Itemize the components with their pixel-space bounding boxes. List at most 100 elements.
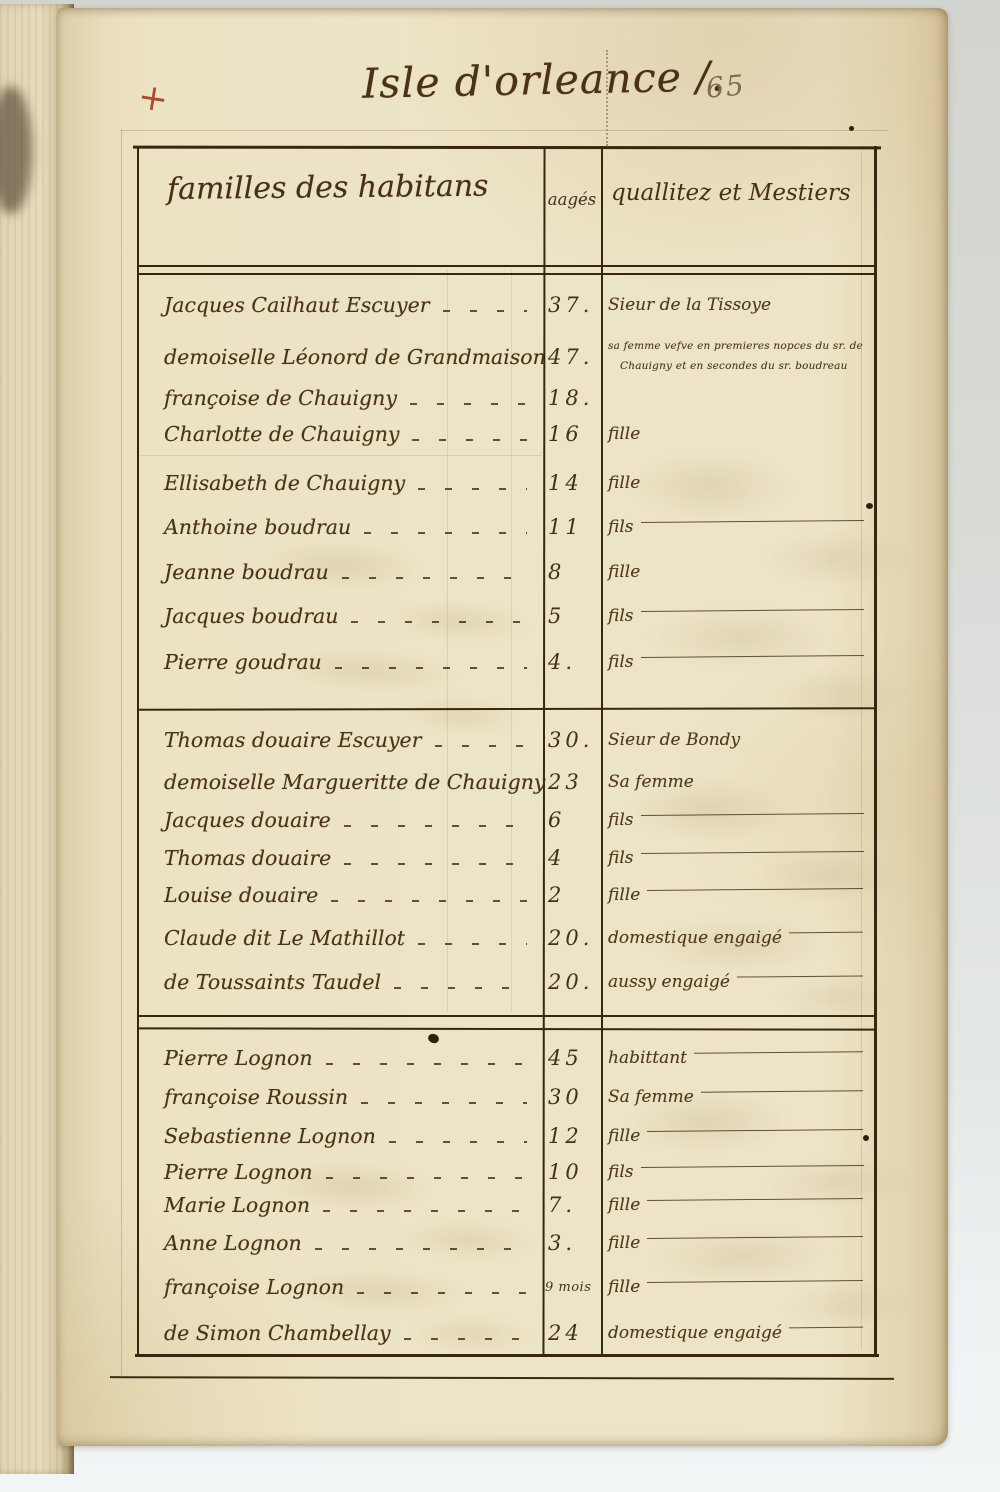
person-quality: fils — [608, 517, 634, 537]
table-row: demoiselle Léonord de Grandmaison 47. sa… — [137, 335, 877, 379]
ink-spot — [863, 1135, 869, 1141]
table-row: Anthoine boudrau 11 fils — [137, 505, 877, 549]
person-quality: fils — [608, 810, 634, 830]
person-quality: fils — [608, 848, 634, 868]
header-rule-line — [137, 265, 877, 267]
person-name: de Toussaints Taudel — [164, 970, 382, 994]
table-border-bottom — [135, 1354, 879, 1357]
table-row: Pierre Lognon 45 habittant — [137, 1036, 877, 1080]
person-name: Anne Lognon — [164, 1231, 302, 1255]
quality-underline — [640, 1165, 864, 1168]
person-name: Thomas douaire Escuyer — [164, 728, 422, 752]
table-row: Anne Lognon 3. fille — [137, 1221, 877, 1265]
person-age: 14 — [548, 471, 583, 495]
person-quality: Sa femme — [608, 772, 694, 792]
table-row: Thomas douaire Escuyer 30. Sieur de Bond… — [137, 718, 877, 762]
person-age: 30 — [548, 1085, 583, 1109]
person-quality: fille — [608, 562, 641, 582]
person-age: 3. — [548, 1231, 577, 1255]
person-age: 6 — [548, 808, 566, 832]
person-age: 30. — [548, 728, 594, 752]
quality-underline — [647, 1236, 864, 1239]
person-name: demoiselle Léonord de Grandmaison — [164, 345, 546, 369]
person-name: Marie Lognon — [164, 1193, 311, 1217]
quality-underline — [693, 1051, 864, 1054]
table-row: Ellisabeth de Chauigny 14 fille — [137, 461, 877, 505]
header-ages: aagés — [547, 190, 597, 209]
table-row: Thomas douaire 4 fils — [137, 836, 877, 880]
leader-dashes — [364, 532, 527, 534]
leader-dashes — [434, 745, 527, 747]
leader-dashes — [418, 488, 527, 490]
ink-spot — [849, 126, 854, 131]
person-age: 10 — [548, 1160, 583, 1184]
person-age: 23 — [548, 770, 583, 794]
person-name: Pierre Lognon — [164, 1046, 313, 1070]
person-quality: fils — [608, 1162, 634, 1182]
table-row: de Toussaints Taudel 20. aussy engaigé — [137, 960, 877, 1004]
table-row: demoiselle Margueritte de Chauigny 23 Sa… — [137, 760, 877, 804]
leader-dashes — [325, 1063, 527, 1065]
quality-underline — [647, 1280, 864, 1283]
person-name: Jacques boudrau — [164, 604, 339, 628]
person-name: Charlotte de Chauigny — [164, 422, 400, 446]
person-name: Thomas douaire — [164, 846, 332, 870]
leader-dashes — [331, 900, 527, 902]
person-quality: habittant — [608, 1048, 687, 1068]
leader-dashes — [361, 1102, 527, 1104]
person-quality: Sa femme — [608, 1087, 694, 1107]
leader-dashes — [351, 621, 527, 623]
page-number: 65 — [704, 68, 748, 105]
header-families: familles des habitans — [166, 168, 489, 207]
person-age: 5 — [548, 604, 566, 628]
table-row: Sebastienne Lognon 12 fille — [137, 1114, 877, 1158]
person-age: 12 — [548, 1124, 583, 1148]
leader-dashes — [409, 403, 527, 405]
person-name: Jacques douaire — [164, 808, 331, 832]
leader-dashes — [325, 1177, 527, 1179]
table-row: Pierre Lognon 10 fils — [137, 1150, 877, 1194]
quality-underline — [788, 931, 864, 934]
person-age: 4. — [548, 650, 577, 674]
table-border-top — [132, 145, 882, 149]
page-title: Isle d'orleance /. — [361, 52, 726, 108]
person-age: 18. — [548, 386, 594, 410]
person-quality: fille — [608, 885, 641, 905]
census-table: familles des habitans aagés quallitez et… — [120, 126, 888, 1377]
person-quality: fille — [608, 1277, 641, 1297]
pencil-guide-line — [140, 455, 542, 457]
table-row: Jacques boudrau 5 fils — [137, 594, 877, 638]
leader-dashes — [394, 987, 527, 989]
person-quality: domestique engaigé — [608, 1323, 782, 1343]
person-name: demoiselle Margueritte de Chauigny — [164, 770, 546, 794]
leader-dashes — [403, 1338, 527, 1340]
leader-dashes — [344, 863, 527, 865]
fold-guide-dotted-line — [606, 50, 608, 146]
leader-dashes — [334, 667, 527, 669]
table-border-left — [137, 146, 140, 1356]
header-rule-line — [137, 273, 877, 275]
pencil-guide-line — [447, 270, 449, 1012]
table-row: de Simon Chambellay 24 domestique engaig… — [137, 1311, 877, 1355]
person-name: Jacques Cailhaut Escuyer — [164, 293, 430, 317]
person-age: 20. — [548, 926, 594, 950]
quality-underline — [647, 888, 864, 891]
person-name: de Simon Chambellay — [164, 1321, 391, 1345]
person-name: Anthoine boudrau — [164, 515, 352, 539]
quality-underline — [640, 655, 864, 658]
person-age: 37. — [548, 293, 594, 317]
table-row: françoise de Chauigny 18. — [137, 376, 877, 420]
table-row: Louise douaire 2 fille — [137, 873, 877, 917]
table-row: Charlotte de Chauigny 16 fille — [137, 412, 877, 456]
table-row: Marie Lognon 7. fille — [137, 1183, 877, 1227]
person-age: 11 — [548, 515, 583, 539]
table-border-right — [874, 146, 877, 1356]
person-name: Jeanne boudrau — [164, 560, 329, 584]
leader-dashes — [418, 943, 527, 945]
person-name: françoise de Chauigny — [164, 386, 397, 410]
leader-dashes — [314, 1248, 527, 1250]
pencil-guide-line — [511, 270, 513, 1012]
person-age: 9 mois — [545, 1279, 592, 1295]
person-quality: fille — [608, 1195, 641, 1215]
